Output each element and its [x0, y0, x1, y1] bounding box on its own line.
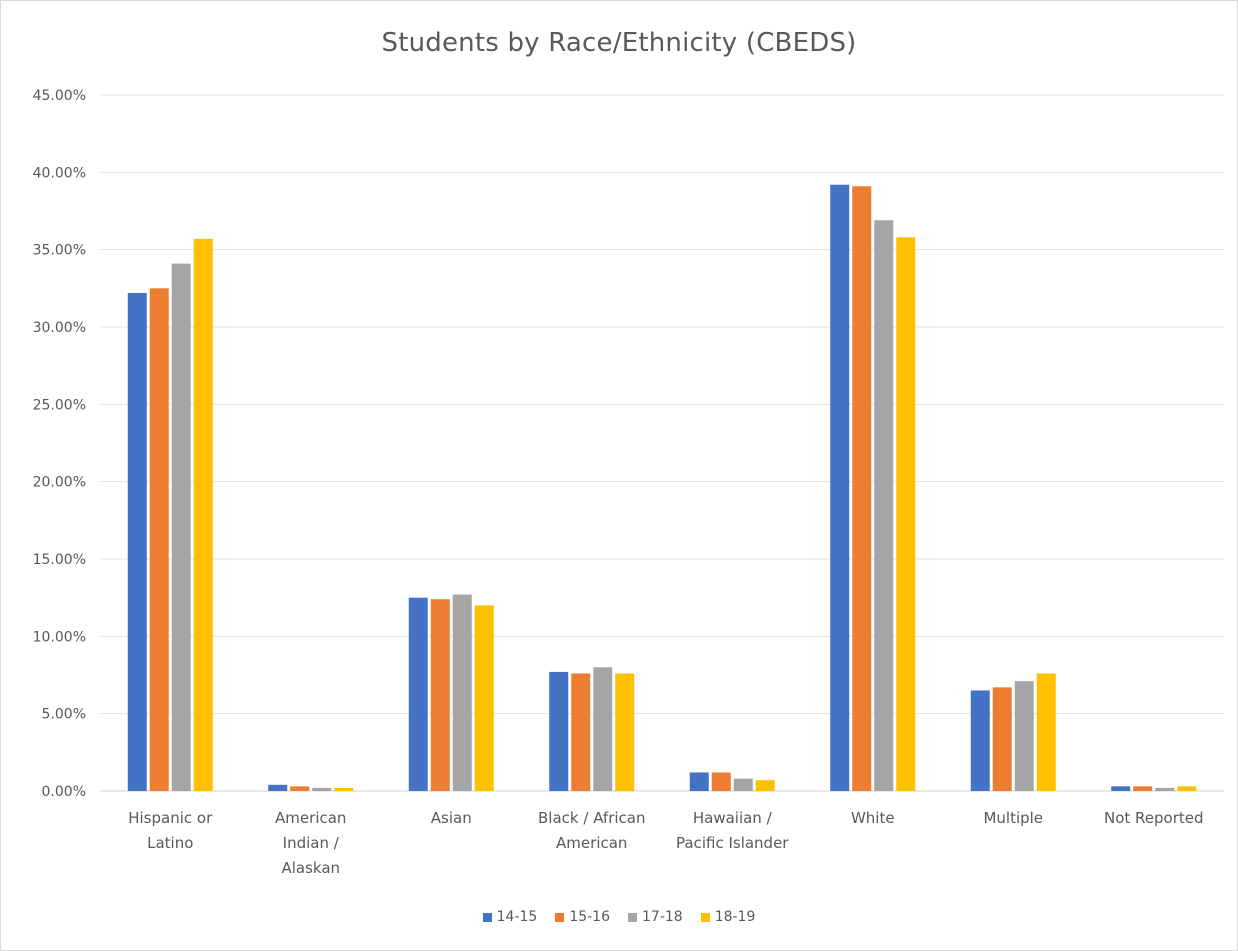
bar — [474, 605, 494, 791]
legend-swatch — [482, 912, 492, 922]
x-tick-label: Multiple — [983, 809, 1043, 827]
y-tick-label: 5.00% — [42, 707, 86, 723]
y-tick-label: 25.00% — [33, 397, 86, 413]
y-tick-label: 20.00% — [33, 475, 86, 491]
legend-label: 15-16 — [569, 909, 610, 925]
bar — [334, 787, 354, 791]
bar — [593, 667, 613, 791]
bar — [171, 263, 191, 791]
y-tick-label: 40.00% — [33, 165, 86, 181]
bar — [830, 184, 850, 791]
y-tick-label: 45.00% — [33, 88, 86, 104]
bar — [970, 690, 990, 791]
bar — [896, 237, 916, 791]
x-tick-label: American Indian / Alaskan — [275, 809, 346, 877]
bar — [1111, 786, 1131, 791]
bar — [689, 772, 709, 791]
y-tick-label: 10.00% — [33, 629, 86, 645]
legend-label: 17-18 — [642, 909, 683, 925]
bar — [549, 671, 569, 791]
x-tick-label: Asian — [431, 809, 472, 827]
bar — [290, 786, 310, 791]
legend-label: 18-19 — [714, 909, 756, 925]
legend-item: 14-15 — [482, 909, 538, 925]
bar — [127, 292, 147, 791]
chart-legend: 14-15 15-16 17-18 18-19 — [0, 909, 1238, 925]
y-tick-label: 35.00% — [33, 243, 86, 259]
bar — [852, 186, 872, 792]
bar — [408, 597, 428, 791]
legend-swatch — [555, 912, 565, 922]
legend-swatch — [700, 912, 710, 922]
x-tick-label: Hispanic or Latino — [128, 809, 213, 852]
bar — [268, 784, 288, 791]
legend-item: 15-16 — [555, 909, 610, 925]
bar — [992, 687, 1012, 791]
bar — [1014, 681, 1034, 791]
x-tick-label: Hawaiian / Pacific Islander — [676, 809, 789, 852]
bar — [452, 594, 472, 791]
y-tick-label: 30.00% — [33, 320, 86, 336]
legend-swatch — [628, 912, 637, 922]
chart-title: Students by Race/Ethnicity (CBEDS) — [381, 28, 857, 58]
bar — [755, 780, 775, 791]
bar — [733, 778, 753, 791]
y-tick-label: 15.00% — [33, 552, 86, 568]
x-tick-label: White — [851, 809, 895, 827]
legend-item: 17-18 — [628, 909, 683, 925]
x-tick-label: Black / African American — [538, 809, 645, 852]
bar — [711, 772, 731, 791]
bar — [149, 288, 169, 791]
bar — [430, 599, 450, 791]
bar — [1036, 673, 1056, 791]
bar — [874, 220, 894, 791]
x-tick-label: Not Reported — [1104, 809, 1204, 827]
bar — [312, 787, 332, 791]
legend-item: 18-19 — [700, 909, 756, 925]
bar — [615, 673, 635, 791]
bar — [1177, 786, 1197, 791]
bar — [1155, 787, 1175, 791]
y-tick-label: 0.00% — [42, 784, 86, 800]
legend-label: 14-15 — [496, 909, 538, 925]
bar — [1133, 786, 1153, 791]
bar — [571, 673, 591, 791]
bar — [193, 238, 213, 792]
